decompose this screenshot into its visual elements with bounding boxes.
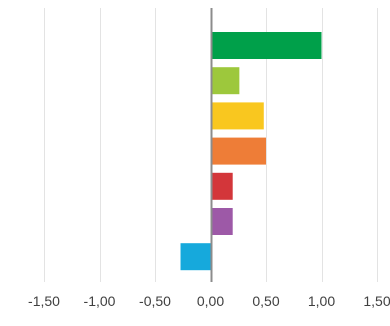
bar (180, 243, 211, 271)
x-tick-label: -1,50 (28, 293, 60, 309)
bars (180, 32, 322, 271)
x-axis-tick-labels: -1,50 -1,00 -0,50 0,00 0,50 1,00 1,50 (28, 293, 390, 309)
bar (210, 102, 264, 130)
bar (210, 208, 233, 235)
x-tick-label: 1,50 (363, 293, 390, 309)
x-tick-label: 1,00 (308, 293, 335, 309)
bar (210, 137, 266, 165)
bar (210, 67, 240, 95)
x-tick-label: 0,50 (252, 293, 279, 309)
bar (210, 172, 233, 200)
x-tick-label: 0,00 (197, 293, 224, 309)
x-tick-label: -0,50 (139, 293, 171, 309)
bar (210, 32, 322, 59)
x-tick-label: -1,00 (84, 293, 116, 309)
